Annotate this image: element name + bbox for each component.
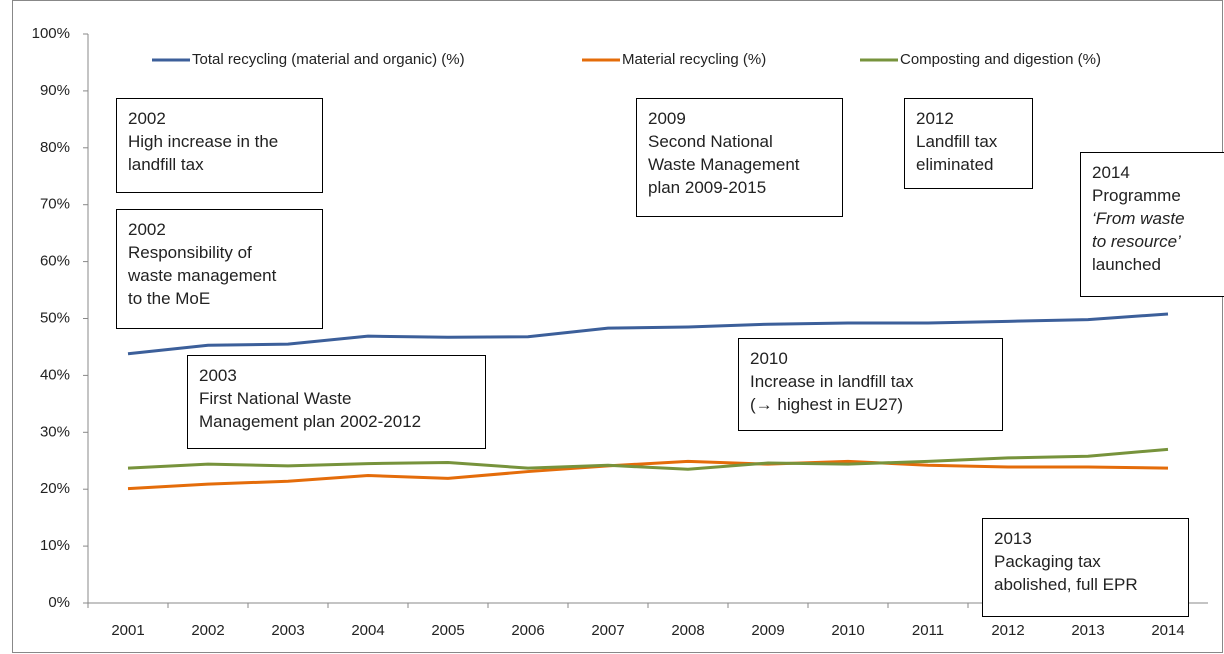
- series-line: [127, 459, 1169, 491]
- legend-label: Composting and digestion (%): [900, 51, 1101, 68]
- chart-border: [12, 0, 1223, 653]
- annotation-line: to resource’: [1092, 232, 1181, 251]
- annotation: 2002 Responsibility of waste management to …: [116, 209, 323, 329]
- x-tick-label: 2012: [991, 622, 1024, 639]
- annotation-line: plan 2009-2015: [648, 178, 766, 197]
- x-tick-label: 2014: [1151, 622, 1184, 639]
- x-tick-label: 2013: [1071, 622, 1104, 639]
- annotation-line: eliminated: [916, 155, 994, 174]
- annotation-box: [982, 518, 1189, 617]
- y-tick-label: 10%: [40, 537, 70, 554]
- annotation-line: 2013: [994, 529, 1032, 548]
- x-tick-label: 2005: [431, 622, 464, 639]
- annotation-line: Second National: [648, 132, 773, 151]
- annotation-line: to the MoE: [128, 289, 210, 308]
- annotation-box: [116, 209, 323, 329]
- annotation-line: Waste Management: [648, 155, 800, 174]
- x-tick-label: 2002: [191, 622, 224, 639]
- y-tick-label: 40%: [40, 366, 70, 383]
- y-tick-label: 60%: [40, 253, 70, 270]
- annotation-line: Increase in landfill tax: [750, 372, 914, 391]
- x-tick-label: 2008: [671, 622, 704, 639]
- annotation: 2012 Landfill tax eliminated: [904, 98, 1033, 189]
- annotation: 2010 Increase in landfill tax (→ highest i…: [738, 338, 1003, 431]
- x-tick-label: 2009: [751, 622, 784, 639]
- annotation-line: Landfill tax: [916, 132, 998, 151]
- x-tick-label: 2003: [271, 622, 304, 639]
- annotation-line: Programme: [1092, 186, 1181, 205]
- annotation-line: 2002: [128, 109, 166, 128]
- y-tick-label: 100%: [32, 25, 70, 42]
- annotation-line: abolished, full EPR: [994, 575, 1138, 594]
- annotation-box: [116, 98, 323, 193]
- annotation-line: launched: [1092, 255, 1161, 274]
- x-tick-label: 2004: [351, 622, 384, 639]
- annotation-line: 2009: [648, 109, 686, 128]
- annotation-line: First National Waste: [199, 389, 351, 408]
- annotation-box: [187, 355, 486, 449]
- annotation-box: [1080, 152, 1224, 297]
- annotation-line: landfill tax: [128, 155, 204, 174]
- annotation: 2014 Programme ‘From waste to resource’ laun…: [1080, 152, 1224, 297]
- annotation-line: Packaging tax: [994, 552, 1101, 571]
- annotation-line: (→ highest in EU27): [750, 395, 903, 414]
- annotation-box: [738, 338, 1003, 431]
- annotation-line: 2002: [128, 220, 166, 239]
- annotation-line: Management plan 2002-2012: [199, 412, 421, 431]
- x-tick-label: 2010: [831, 622, 864, 639]
- annotation-box: [636, 98, 843, 217]
- y-tick-label: 90%: [40, 82, 70, 99]
- annotation-line: 2010: [750, 349, 788, 368]
- x-tick-label: 2011: [912, 622, 944, 639]
- y-tick-label: 0%: [48, 594, 70, 611]
- y-tick-label: 50%: [40, 309, 70, 326]
- y-tick-label: 70%: [40, 196, 70, 213]
- annotation-line: 2012: [916, 109, 954, 128]
- annotation-line: 2014: [1092, 163, 1130, 182]
- y-tick-label: 20%: [40, 480, 70, 497]
- series-line: [127, 447, 1169, 471]
- y-tick-label: 30%: [40, 423, 70, 440]
- series-line: [127, 312, 1169, 356]
- annotation: 2009 Second National Waste Management plan …: [636, 98, 843, 217]
- annotation-line: waste management: [127, 266, 277, 285]
- legend-label: Total recycling (material and organic) (…: [192, 51, 465, 68]
- annotation-box: [904, 98, 1033, 189]
- annotation-line: 2003: [199, 366, 237, 385]
- annotation: 2002 High increase in the landfill tax: [116, 98, 323, 193]
- legend-label: Material recycling (%): [622, 51, 766, 68]
- x-tick-label: 2006: [511, 622, 544, 639]
- annotation-line: ‘From waste: [1092, 209, 1185, 228]
- y-tick-label: 80%: [40, 139, 70, 156]
- x-tick-label: 2001: [111, 622, 144, 639]
- x-tick-label: 2007: [591, 622, 624, 639]
- annotation-line: High increase in the: [128, 132, 278, 151]
- annotation: 2003 First National Waste Management plan …: [187, 355, 486, 449]
- annotation: 2013 Packaging tax abolished, full EPR: [982, 518, 1189, 617]
- annotation-line: Responsibility of: [128, 243, 252, 262]
